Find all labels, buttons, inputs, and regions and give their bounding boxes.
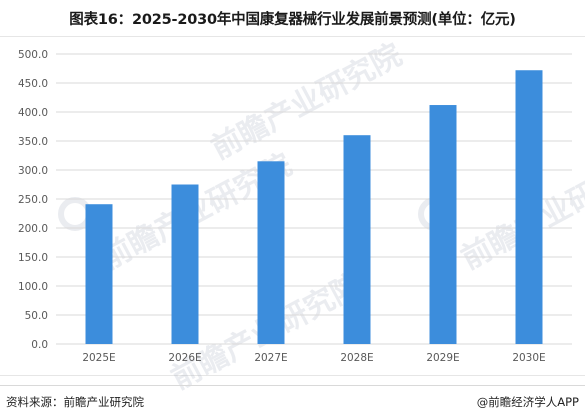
y-tick-label: 150.0 [18,252,48,264]
x-tick-label: 2030E [512,352,545,364]
y-tick-label: 350.0 [18,136,48,148]
bar-chart: 0.0 50.0 100.0 150.0 200.0 250.0 300.0 350.0 400… [18,49,572,364]
source-note: 资料来源：前瞻产业研究院 [6,395,144,409]
y-tick-label: 300.0 [18,165,48,177]
chart-area: 前瞻产业研究院 前瞻产业研究院 前瞻产业研究院 前瞻产业研究院 0.050.01… [0,36,585,397]
y-tick-label: 400.0 [18,107,48,119]
brand-note: @前瞻经济学人APP [476,395,579,409]
x-tick-label: 2026E [168,352,201,364]
y-tick-label: 500.0 [18,49,48,61]
y-tick-label: 250.0 [18,194,48,206]
chart-title: 图表16：2025-2030年中国康复器械行业发展前景预测(单位：亿元) [69,12,516,28]
bar-2025E [85,204,113,344]
y-tick-label: 100.0 [18,281,48,293]
y-tick-label: 450.0 [18,78,48,90]
bar-2028E [343,135,371,344]
x-tick-label: 2028E [340,352,373,364]
bar-2026E [171,184,199,344]
y-tick-label: 200.0 [18,223,48,235]
bar-2030E [515,70,543,345]
y-tick-label: 50.0 [25,310,48,322]
bar-2029E [429,105,457,344]
x-tick-label: 2025E [82,352,115,364]
y-tick-label: 0.0 [31,339,48,351]
footer: 资料来源：前瞻产业研究院 @前瞻经济学人APP [0,385,585,419]
x-tick-label: 2029E [426,352,459,364]
x-tick-label: 2027E [254,352,287,364]
bar-2027E [257,161,285,344]
